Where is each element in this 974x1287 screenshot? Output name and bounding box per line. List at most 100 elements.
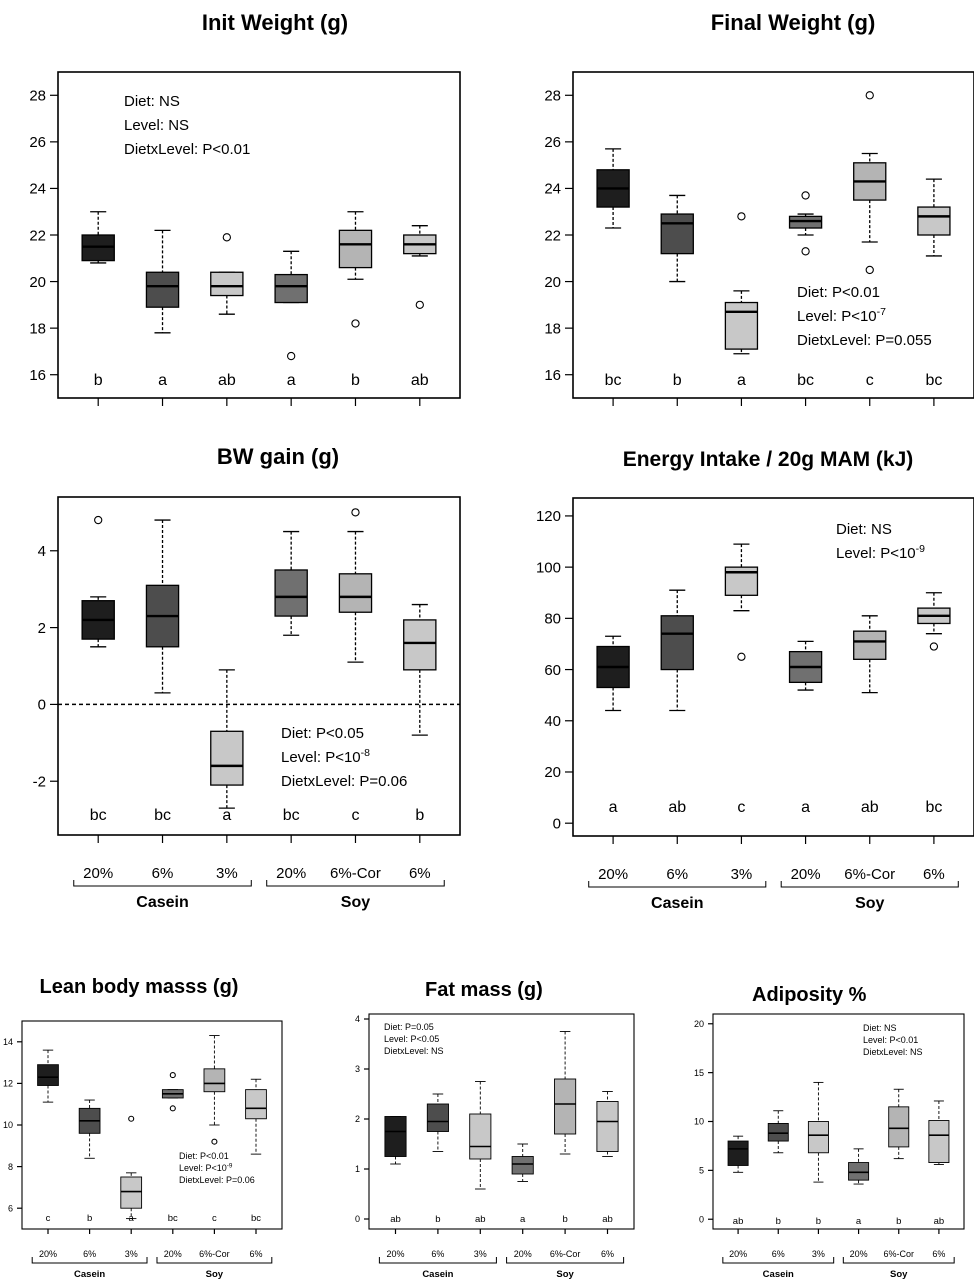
plot-frame bbox=[21, 1020, 283, 1230]
x-level-label: 6%-Cor bbox=[550, 1249, 581, 1259]
outlier-point bbox=[351, 319, 360, 328]
y-tick-label: 120 bbox=[536, 508, 561, 525]
significance-letter: c bbox=[46, 1213, 51, 1224]
box-panel-4: Energy Intake / 20g MAM (kJ) 0 20 40 60 80 100… bbox=[536, 448, 974, 912]
outlier-point bbox=[211, 1138, 218, 1145]
group-bracket bbox=[156, 1257, 273, 1264]
stats-annotation: Diet: P=0.05 bbox=[384, 1022, 434, 1032]
box-5 bbox=[853, 615, 887, 694]
group-label: Casein bbox=[763, 1269, 794, 1280]
stats-annotation: Diet: P<0.05 bbox=[281, 725, 364, 742]
significance-letter: bc bbox=[283, 807, 300, 824]
y-tick-label: 24 bbox=[29, 181, 46, 198]
x-level-label: 6%-Cor bbox=[330, 865, 381, 882]
plot-frame bbox=[572, 71, 974, 399]
x-level-label: 6% bbox=[152, 865, 174, 882]
x-level-label: 6% bbox=[249, 1249, 262, 1259]
y-tick-label: 24 bbox=[544, 181, 561, 198]
chart-title: Fat mass (g) bbox=[425, 979, 543, 1001]
x-level-label: 20% bbox=[276, 865, 306, 882]
plot-frame bbox=[368, 1013, 635, 1230]
box-4 bbox=[274, 250, 308, 361]
x-level-label: 6% bbox=[932, 1249, 945, 1259]
y-tick-label: 15 bbox=[694, 1068, 704, 1078]
box-5 bbox=[554, 1031, 577, 1155]
group-label: Casein bbox=[136, 894, 188, 911]
significance-letter: ab bbox=[861, 799, 879, 816]
stats-annotation: Level: P<10-9 bbox=[179, 1162, 233, 1173]
box-2 bbox=[660, 589, 694, 712]
y-tick-label: 5 bbox=[699, 1166, 704, 1176]
box-4 bbox=[788, 640, 823, 691]
significance-letter: bc bbox=[925, 372, 942, 389]
y-tick-label: 28 bbox=[29, 88, 46, 105]
significance-letter: bc bbox=[251, 1213, 261, 1224]
significance-letter: ab bbox=[733, 1216, 744, 1227]
significance-letter: c bbox=[866, 372, 874, 389]
group-label: Soy bbox=[341, 894, 370, 911]
significance-letter: a bbox=[129, 1213, 135, 1224]
box-3 bbox=[807, 1081, 829, 1183]
group-bracket bbox=[722, 1257, 835, 1264]
stats-annotation: Level: P<10-8 bbox=[281, 747, 370, 766]
box-iqr bbox=[848, 1162, 870, 1181]
x-level-label: 3% bbox=[125, 1249, 138, 1259]
chart-title: Adiposity % bbox=[752, 984, 867, 1006]
significance-letter: ab bbox=[668, 799, 686, 816]
group-bracket bbox=[31, 1257, 148, 1264]
y-tick-label: 16 bbox=[544, 367, 561, 384]
chart-title: Energy Intake / 20g MAM (kJ) bbox=[623, 448, 914, 471]
box-panel-5: Lean body masss (g) 6 8 10 12 14 c b a bc c bc Diet:… bbox=[3, 976, 283, 1280]
box-iqr bbox=[274, 569, 308, 617]
significance-letter: ab bbox=[411, 372, 429, 389]
x-level-label: 6%-Cor bbox=[844, 866, 895, 883]
box-4 bbox=[848, 1148, 870, 1185]
outlier-point bbox=[865, 265, 874, 275]
plot-frame bbox=[57, 71, 461, 399]
x-level-label: 6% bbox=[923, 866, 945, 883]
chart-title: Init Weight (g) bbox=[202, 10, 348, 35]
group-bracket bbox=[780, 881, 959, 888]
box-iqr bbox=[120, 1176, 143, 1209]
box-1 bbox=[727, 1135, 749, 1173]
y-tick-label: -2 bbox=[33, 773, 46, 790]
box-2 bbox=[426, 1093, 449, 1152]
box-3 bbox=[210, 233, 244, 315]
plot-frame bbox=[57, 496, 461, 836]
significance-letter: bc bbox=[168, 1213, 178, 1224]
box-iqr bbox=[888, 1106, 910, 1148]
y-tick-label: 10 bbox=[3, 1120, 13, 1130]
box-iqr bbox=[660, 615, 694, 671]
x-level-label: 6% bbox=[772, 1249, 785, 1259]
box-3 bbox=[120, 1115, 143, 1220]
group-label: Casein bbox=[74, 1269, 105, 1280]
group-label: Soy bbox=[890, 1269, 908, 1280]
y-tick-label: 26 bbox=[29, 134, 46, 151]
group-bracket bbox=[506, 1257, 625, 1264]
x-level-label: 6%-Cor bbox=[199, 1249, 230, 1259]
chart-title: Final Weight (g) bbox=[711, 10, 876, 35]
x-level-label: 6%-Cor bbox=[883, 1249, 914, 1259]
x-level-label: 20% bbox=[386, 1249, 404, 1259]
significance-letter: bc bbox=[797, 372, 814, 389]
significance-letter: a bbox=[520, 1214, 526, 1225]
significance-letter: c bbox=[212, 1213, 217, 1224]
box-iqr bbox=[469, 1113, 492, 1160]
y-tick-label: 12 bbox=[3, 1079, 13, 1089]
box-5 bbox=[338, 211, 373, 328]
outlier-point bbox=[801, 191, 810, 200]
box-iqr bbox=[767, 1123, 789, 1142]
box-2 bbox=[78, 1099, 101, 1159]
x-level-label: 3% bbox=[216, 865, 238, 882]
stats-annotation: Diet: P<0.01 bbox=[797, 284, 880, 301]
box-iqr bbox=[210, 730, 244, 786]
box-6 bbox=[596, 1091, 619, 1157]
x-level-label: 3% bbox=[812, 1249, 825, 1259]
box-2 bbox=[145, 519, 180, 694]
box-6 bbox=[928, 1100, 950, 1165]
group-bracket bbox=[588, 881, 767, 888]
y-tick-label: 0 bbox=[553, 815, 561, 832]
stats-annotation: DietxLevel: P=0.055 bbox=[797, 332, 932, 349]
